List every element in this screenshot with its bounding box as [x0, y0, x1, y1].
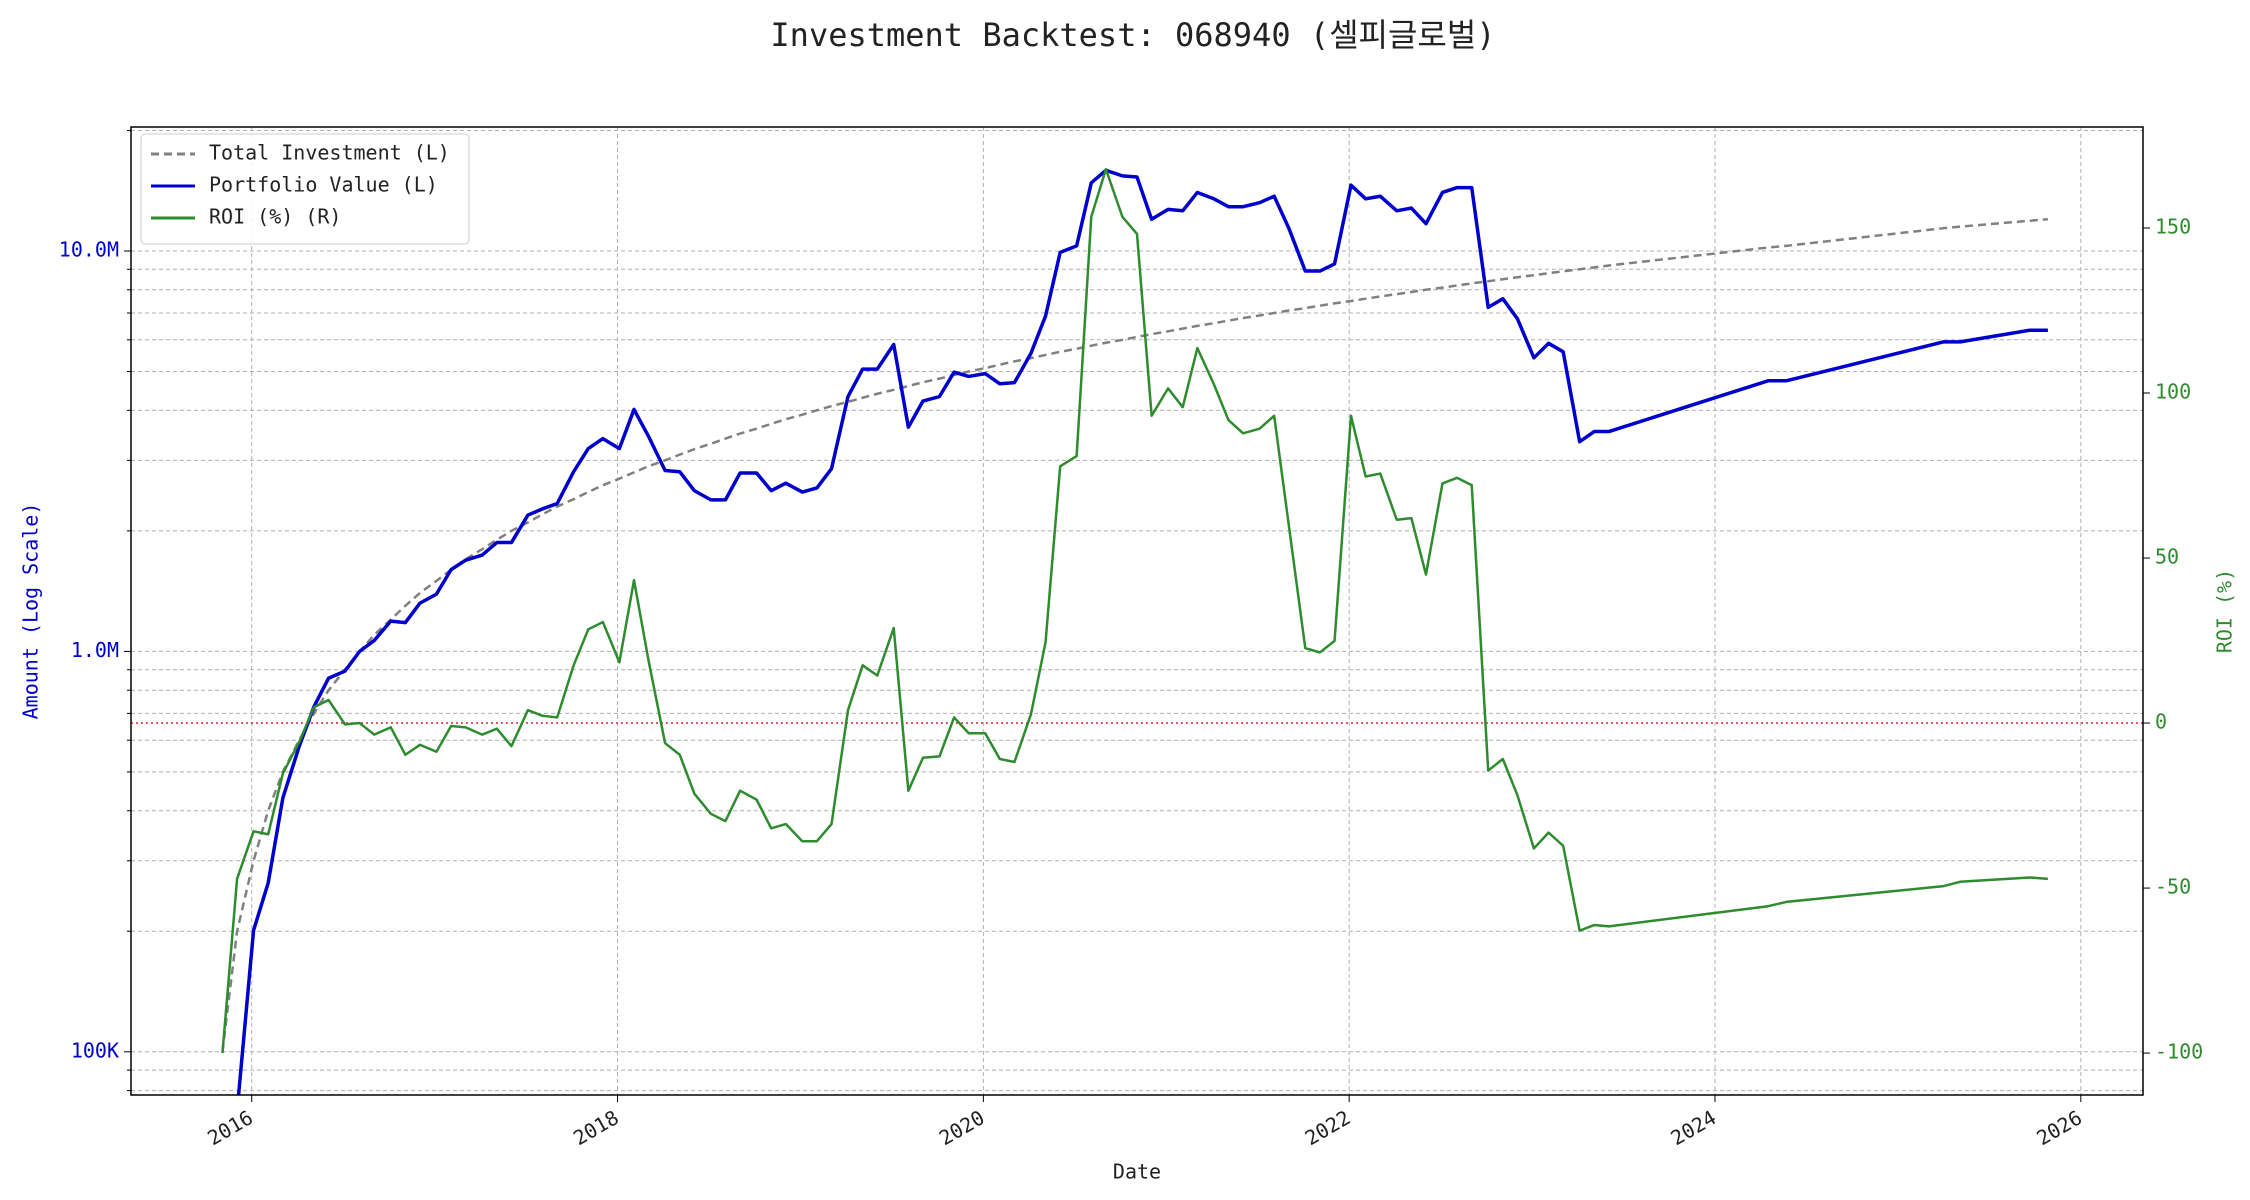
y2-tick-label: 0: [2155, 710, 2167, 734]
y2-tick-label: 50: [2155, 545, 2179, 569]
y2-tick-label: 150: [2155, 214, 2191, 238]
legend-label: Total Investment (L): [209, 141, 450, 165]
chart-title: Investment Backtest: 068940 (셀피글로벌): [770, 16, 1495, 54]
y-axis-label: Amount (Log Scale): [19, 503, 43, 720]
x-axis-label: Date: [1113, 1160, 1161, 1184]
series-line: [236, 168, 2048, 1095]
legend-label: Portfolio Value (L): [209, 173, 438, 197]
y2-tick-label: -100: [2155, 1040, 2203, 1064]
series-line: [221, 167, 2048, 1054]
y-tick-label: 100K: [71, 1038, 119, 1062]
y-tick-label: 1.0M: [71, 638, 119, 662]
legend-box: [140, 133, 470, 245]
y2-tick-label: -50: [2155, 875, 2191, 899]
y2-tick-label: 100: [2155, 380, 2191, 404]
plot-frame: [130, 126, 2144, 1096]
y-tick-label: 10.0M: [59, 237, 119, 261]
y2-axis-label: ROI (%): [2213, 569, 2237, 653]
legend-label: ROI (%) (R): [209, 205, 341, 229]
series-line: [221, 218, 2048, 1052]
